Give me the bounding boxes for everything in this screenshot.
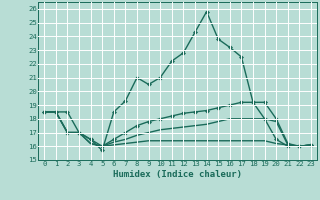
X-axis label: Humidex (Indice chaleur): Humidex (Indice chaleur)	[113, 170, 242, 179]
